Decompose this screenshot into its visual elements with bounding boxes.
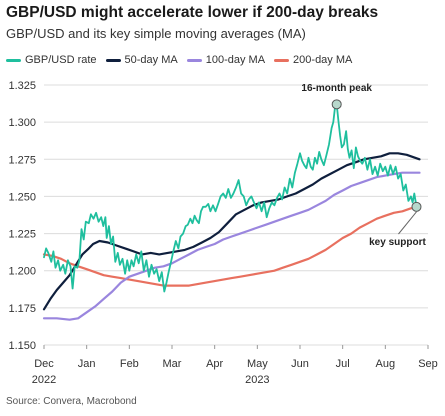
x-tick-label: Sep [418, 358, 438, 370]
y-tick-label: 1.175 [8, 303, 36, 315]
legend-label: GBP/USD rate [25, 54, 97, 66]
legend-swatch [186, 58, 202, 62]
annotation-support-label: key support [369, 237, 426, 248]
legend-item: 100-day MA [186, 54, 266, 66]
legend-item: 200-day MA [274, 54, 352, 66]
legend-swatch [105, 58, 121, 62]
annotation-peak-label: 16-month peak [301, 83, 372, 94]
y-tick-label: 1.300 [8, 117, 36, 129]
y-tick-label: 1.250 [8, 191, 36, 203]
y-tick-label: 1.275 [8, 154, 36, 166]
y-tick-label: 1.225 [8, 229, 36, 241]
source-note: Source: Convera, Macrobond [6, 396, 137, 407]
y-tick-label: 1.200 [8, 266, 36, 278]
x-tick-label: May [247, 358, 268, 370]
x-tick-label: Jun [291, 358, 309, 370]
x-tick-label: Jan [78, 358, 96, 370]
x-tick-label: Dec [34, 358, 54, 370]
series-line-100-day-ma [42, 171, 421, 321]
legend-swatch [274, 58, 290, 62]
support-leader-line [398, 211, 417, 235]
series-line-gbp-usd-rate [43, 103, 418, 293]
legend-swatch [6, 58, 21, 62]
x-tick-label: Aug [376, 358, 396, 370]
y-tick-label: 1.325 [8, 80, 36, 92]
x-year-label: 2022 [32, 374, 56, 386]
support-marker [411, 201, 422, 212]
x-tick-label: Jul [336, 358, 350, 370]
peak-marker [331, 99, 342, 110]
y-tick-label: 1.150 [8, 340, 36, 352]
legend-item: 50-day MA [105, 54, 178, 66]
legend-label: 50-day MA [124, 54, 178, 66]
series-line-50-day-ma [42, 152, 421, 311]
x-year-label: 2023 [245, 374, 269, 386]
x-tick-label: Apr [206, 358, 223, 370]
chart-subtitle: GBP/USD and its key simple moving averag… [6, 26, 306, 41]
x-tick-label: Mar [163, 358, 182, 370]
series-line-200-day-ma [42, 205, 421, 287]
legend-item: GBP/USD rate [6, 54, 97, 66]
chart-title: GBP/USD might accelerate lower if 200-da… [6, 4, 379, 21]
legend-label: 200-day MA [293, 54, 353, 66]
legend-label: 100-day MA [205, 54, 266, 66]
x-tick-label: Feb [120, 358, 139, 370]
chart-legend: GBP/USD rate 50-day MA 100-day MA 200-day M… [6, 52, 361, 68]
